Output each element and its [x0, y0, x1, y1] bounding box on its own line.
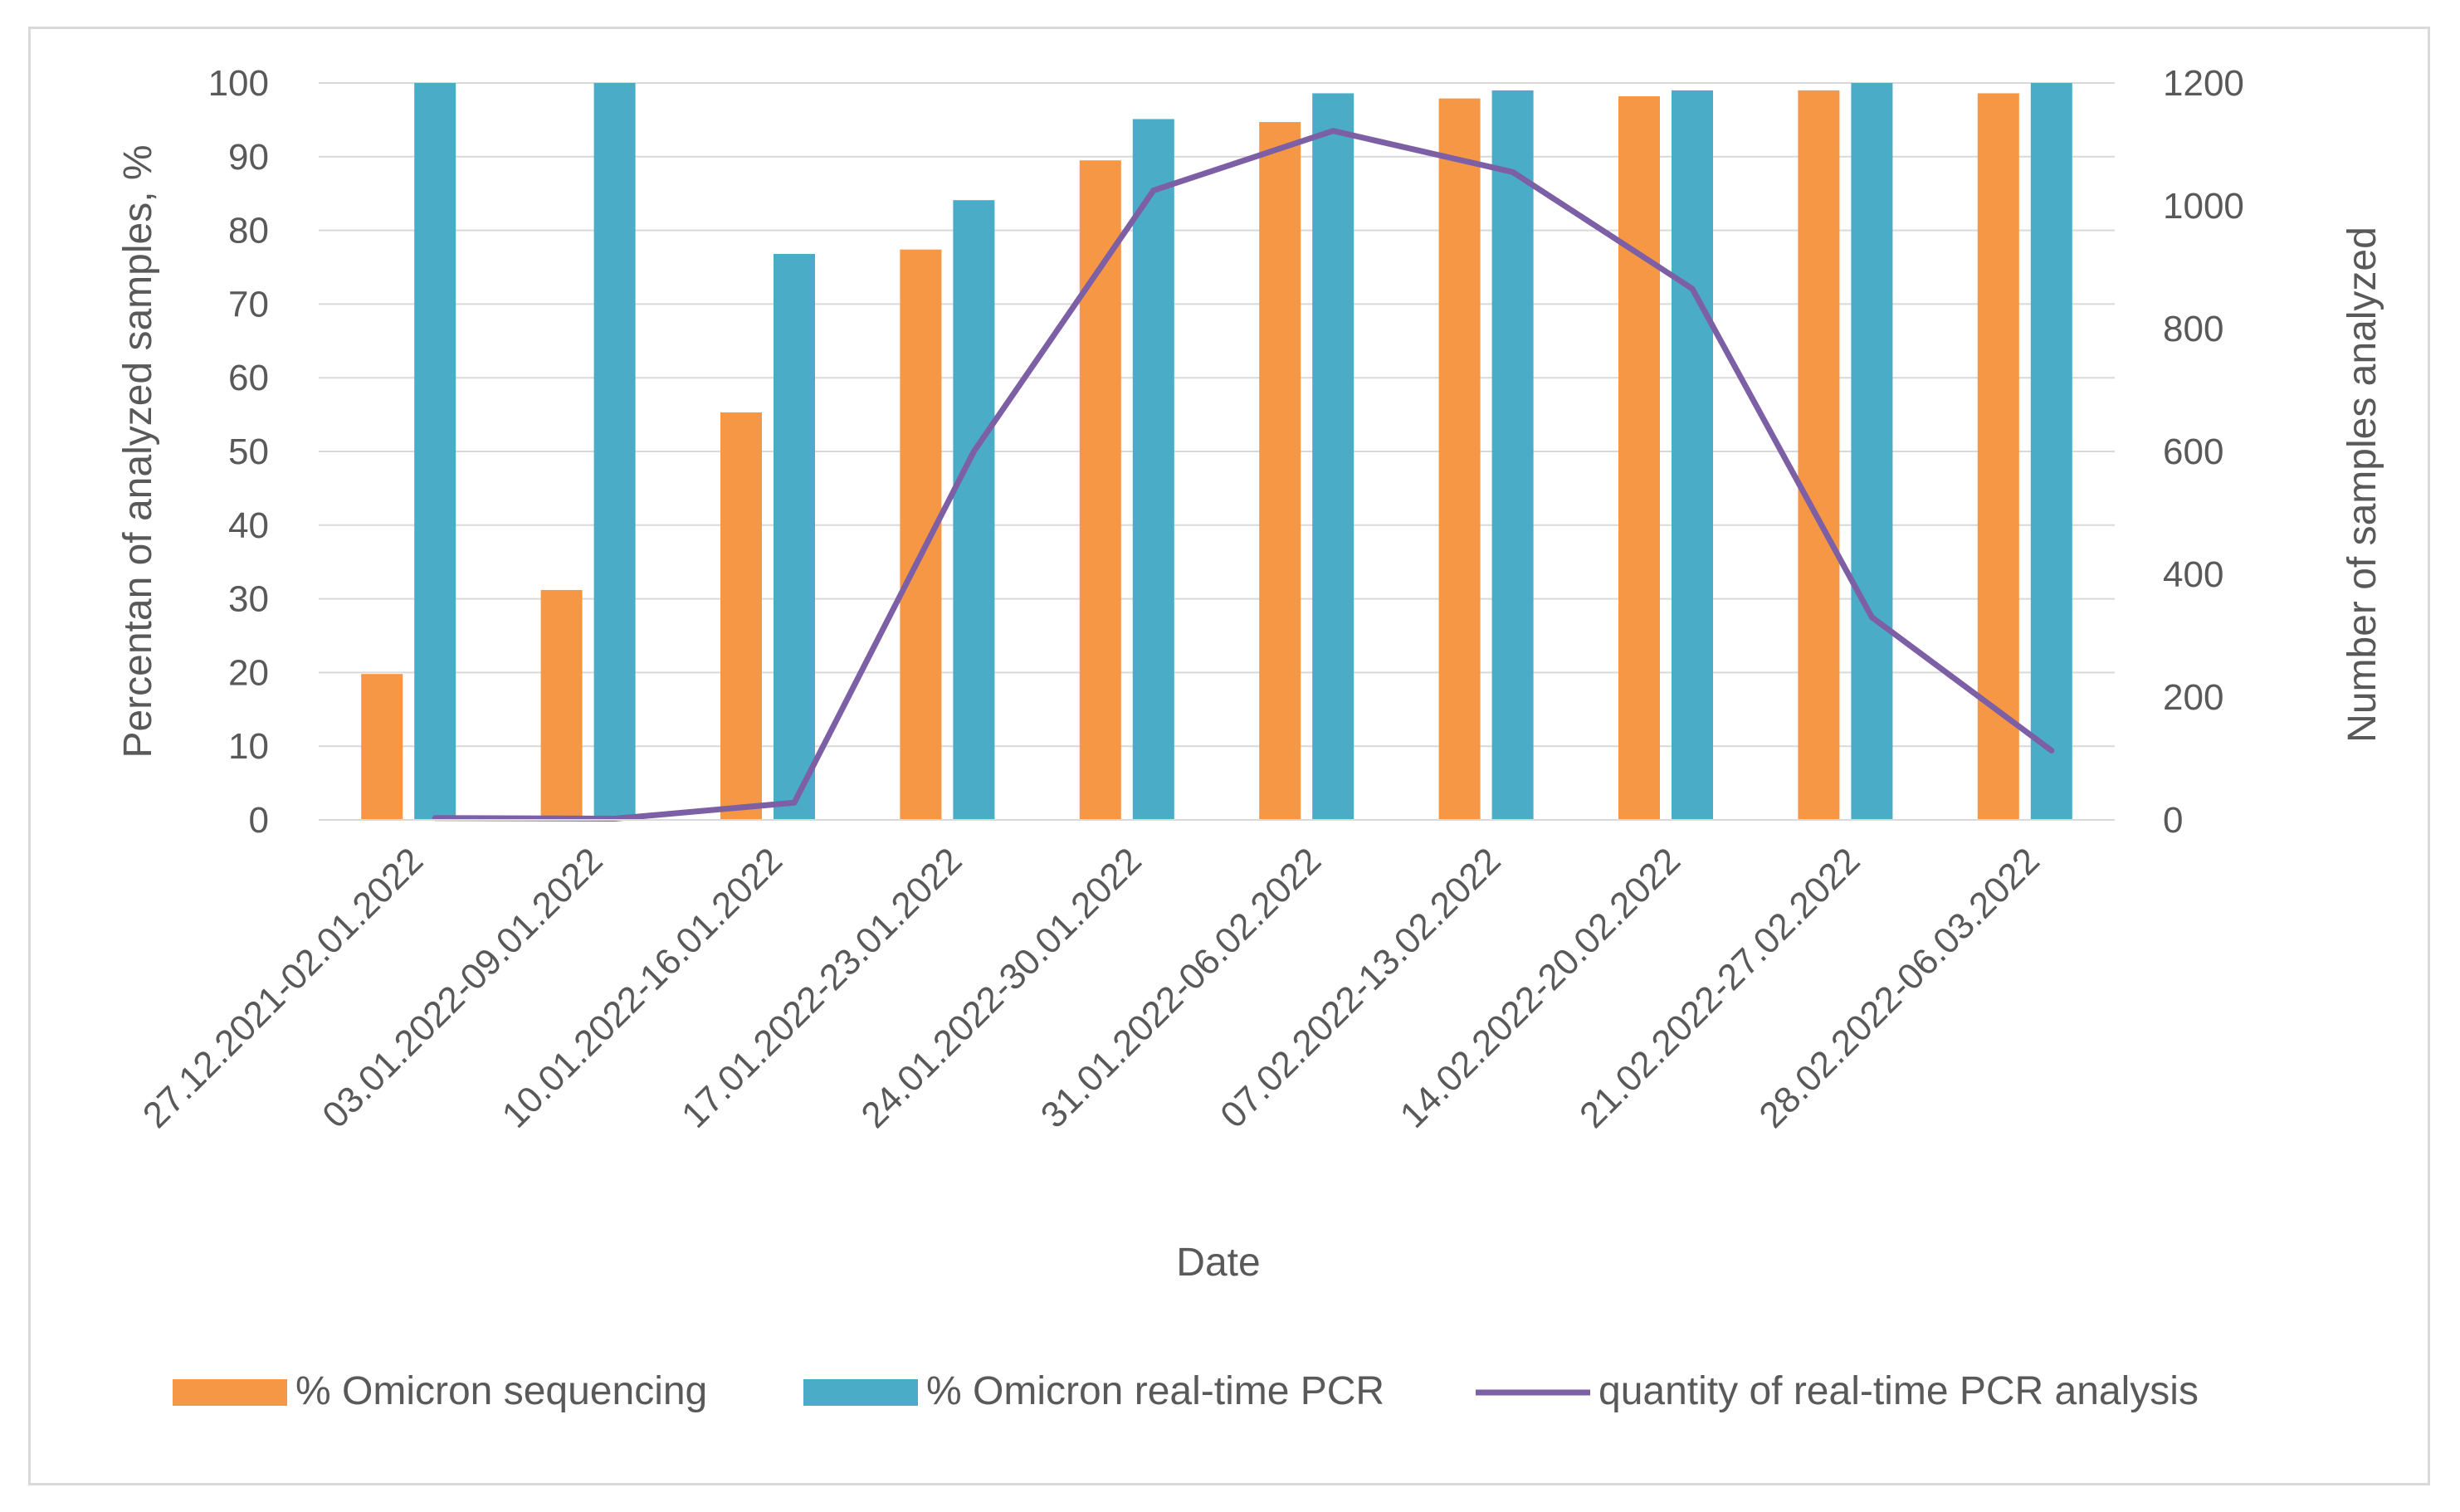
- bar-sequencing: [361, 674, 403, 820]
- y2-tick-label: 200: [2163, 677, 2223, 718]
- y2-tick-label: 600: [2163, 432, 2223, 472]
- legend-label: quantity of real-time PCR analysis: [1599, 1369, 2199, 1413]
- bar-sequencing: [1798, 90, 1840, 820]
- y-tick-label: 90: [228, 137, 269, 178]
- bar-pcr: [1672, 90, 1713, 820]
- y2-tick-label: 400: [2163, 554, 2223, 595]
- bar-pcr: [1132, 119, 1174, 821]
- y2-tick-label: 1000: [2163, 186, 2244, 227]
- legend: % Omicron sequencing % Omicron real-time …: [173, 1369, 2199, 1413]
- legend-swatch: [173, 1379, 287, 1406]
- bars: [361, 83, 2072, 821]
- bar-pcr: [774, 254, 815, 820]
- y-tick-label: 30: [228, 579, 269, 620]
- y-tick-label: 60: [228, 358, 269, 398]
- bar-pcr: [1491, 90, 1534, 820]
- bar-sequencing: [1259, 122, 1301, 821]
- bar-pcr: [1312, 93, 1354, 820]
- y-tick-label: 70: [228, 284, 269, 324]
- y-tick-label: 10: [228, 726, 269, 767]
- bar-sequencing: [1618, 95, 1660, 820]
- bar-sequencing: [900, 249, 942, 820]
- bar-pcr: [953, 200, 995, 820]
- legend-label: % Omicron sequencing: [295, 1369, 707, 1413]
- gridlines: [319, 82, 2115, 748]
- x-axis-title: Date: [1176, 1241, 1260, 1285]
- y2-tick-label: 800: [2163, 309, 2223, 349]
- bar-sequencing: [540, 589, 583, 820]
- bar-pcr: [414, 83, 456, 820]
- bar-sequencing: [1438, 98, 1481, 820]
- y-tick-label: 80: [228, 211, 269, 251]
- bar-pcr: [593, 83, 636, 820]
- y2-axis-title: Number of samples analyzed: [2340, 227, 2384, 743]
- pcr-quantity-line: [432, 128, 2055, 822]
- y-tick-label: 100: [208, 63, 269, 104]
- y-tick-label: 50: [228, 432, 269, 472]
- y-tick-label: 0: [249, 800, 269, 841]
- y-tick-label: 20: [228, 652, 269, 693]
- y2-tick-label: 0: [2163, 800, 2183, 841]
- y2-tick-label: 1200: [2163, 63, 2244, 104]
- y-axis-title: Percentan of analyzed samples, %: [116, 144, 160, 758]
- bar-sequencing: [1079, 160, 1121, 821]
- bar-pcr: [2030, 83, 2072, 820]
- bar-sequencing: [720, 412, 762, 820]
- legend-swatch: [803, 1379, 918, 1406]
- legend-label: % Omicron real-time PCR: [926, 1369, 1384, 1413]
- bar-pcr: [1851, 83, 1893, 820]
- line-series: [432, 128, 2055, 822]
- y-tick-label: 40: [228, 505, 269, 546]
